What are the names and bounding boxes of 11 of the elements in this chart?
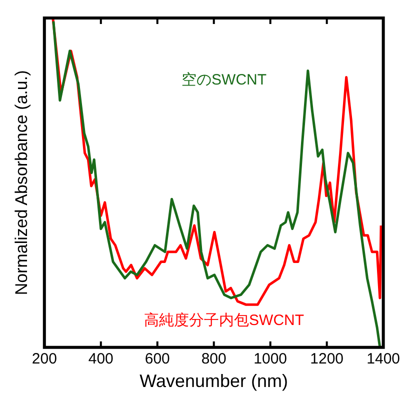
x-tick-label: 600 — [144, 350, 170, 368]
series-label: 高純度分子内包SWCNT — [144, 312, 304, 330]
x-tick-label: 800 — [201, 350, 226, 368]
x-axis-title: Wavenumber (nm) — [140, 371, 288, 392]
text: 空のSWCNT — [182, 72, 267, 89]
x-tick-label: 400 — [88, 350, 114, 368]
x-tick-label: 1000 — [254, 350, 288, 368]
y-axis-title: Normalized Absorbance (a.u.) — [12, 70, 31, 296]
x-tick-label: 200 — [32, 350, 57, 368]
x-tick-label: 1400 — [366, 350, 400, 368]
x-tick-label: 1200 — [310, 350, 344, 368]
